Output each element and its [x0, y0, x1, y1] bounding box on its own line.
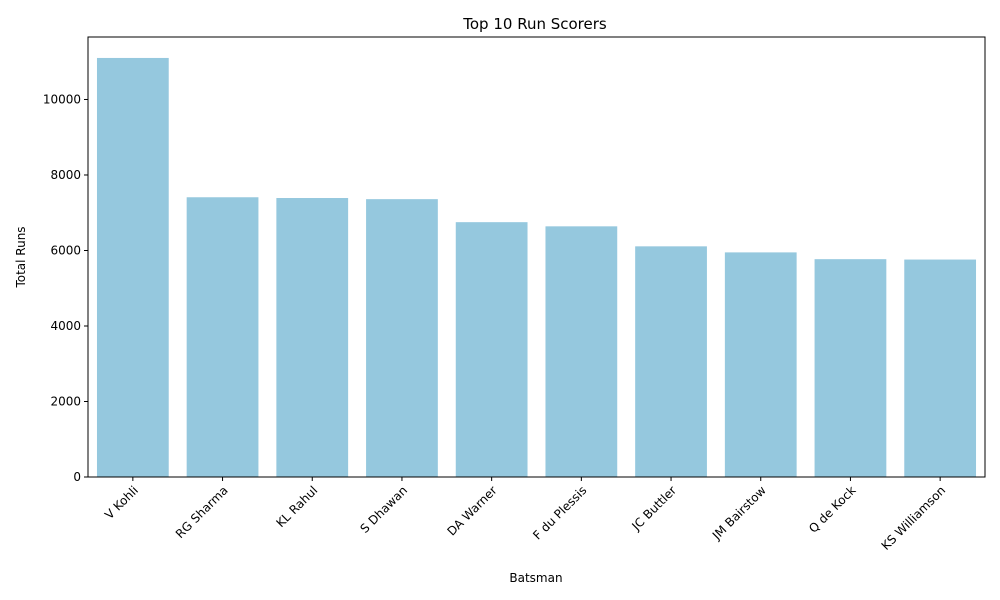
x-tick-label: F du Plessis [530, 483, 589, 542]
x-tick-label: Q de Kock [806, 483, 859, 536]
x-tick-label: JM Bairstow [709, 483, 769, 543]
x-tick-label: V Kohli [102, 483, 141, 522]
y-tick-label: 2000 [50, 394, 81, 408]
bars-group [96, 57, 977, 477]
x-axis: V Kohli RG Sharma KL Rahul S Dhawan DA Warne… [102, 477, 948, 553]
x-tick-label: S Dhawan [357, 483, 410, 536]
x-tick-label: KL Rahul [273, 483, 320, 530]
bar-q-de-kock [814, 259, 887, 477]
x-tick-label: KS Williamson [879, 483, 949, 553]
bar-ks-williamson [904, 259, 977, 477]
y-tick-label: 0 [73, 470, 81, 484]
bar-jm-bairstow [724, 252, 797, 477]
plot-frame [87, 36, 986, 478]
y-axis: 0 2000 4000 6000 8000 10000 [43, 92, 88, 484]
x-tick-label: RG Sharma [173, 483, 231, 541]
y-tick-label: 6000 [50, 243, 81, 257]
bar-s-dhawan [366, 199, 438, 477]
bar-rg-sharma [186, 197, 259, 477]
bar-f-du-plessis [545, 226, 618, 477]
y-axis-label: Total Runs [14, 226, 28, 288]
x-axis-label: Batsman [509, 571, 562, 585]
bar-v-kohli [96, 57, 169, 477]
x-tick-label: DA Warner [445, 483, 500, 538]
bar-jc-buttler [635, 246, 707, 477]
chart-title: Top 10 Run Scorers [462, 15, 607, 33]
x-tick-label: JC Buttler [629, 483, 680, 534]
bar-da-warner [455, 222, 528, 477]
y-tick-label: 4000 [50, 319, 81, 333]
y-tick-label: 8000 [50, 168, 81, 182]
bar-kl-rahul [276, 198, 349, 477]
y-tick-label: 10000 [43, 92, 81, 106]
